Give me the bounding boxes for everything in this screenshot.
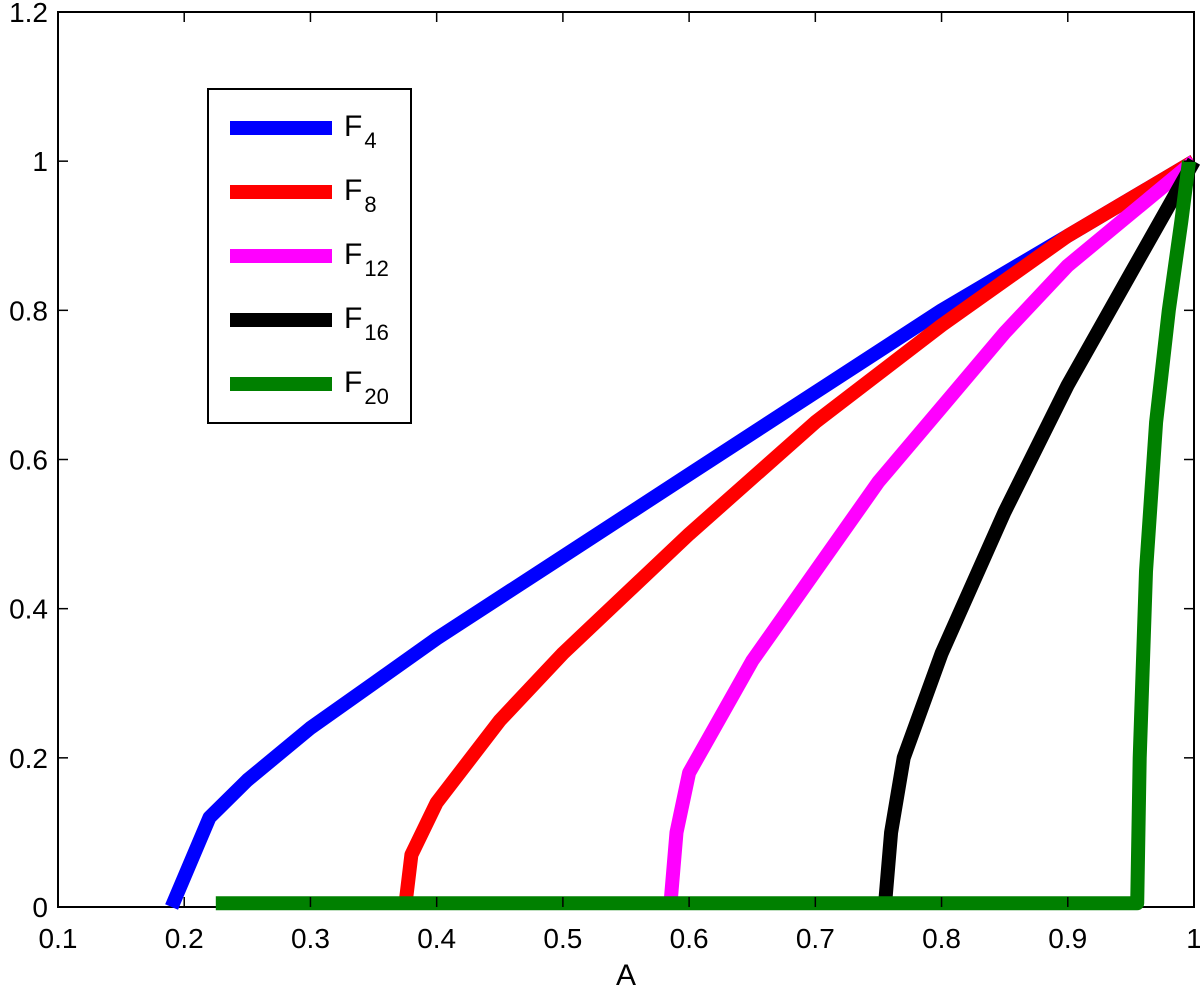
legend-label: F4 (344, 110, 377, 153)
legend-label: F8 (344, 174, 377, 217)
series-line-F20 (215, 160, 1196, 911)
series-layer (165, 155, 1200, 911)
x-tick-label: 0.9 (1048, 923, 1087, 954)
x-axis-title: A (616, 959, 636, 992)
legend-label: F16 (344, 302, 389, 345)
axis-layer: 0.1 0.2 0.3 0.4 0.5 0.6 0.7 0.8 0.9 1 0 0.2 0.4 0.6 0.… (9, 0, 1200, 954)
y-tick-label: 0 (32, 892, 48, 923)
y-tick-label: 0.8 (9, 295, 48, 326)
x-tick-label: 0.1 (39, 923, 78, 954)
y-tick-label: 0.4 (9, 594, 48, 625)
y-tick-label: 1.2 (9, 0, 48, 28)
x-tick-label: 0.8 (922, 923, 961, 954)
x-tick-label: 0.3 (291, 923, 330, 954)
y-tick-label: 0.2 (9, 743, 48, 774)
series-line-F4 (165, 155, 1198, 910)
series-line-F16 (877, 157, 1200, 908)
x-tick-label: 0.5 (543, 923, 582, 954)
x-tick-label: 0.4 (417, 923, 456, 954)
legend-label: F20 (344, 366, 389, 409)
x-tick-label: 1 (1186, 923, 1200, 954)
y-tick-label: 0.6 (9, 445, 48, 476)
legend-label: F12 (344, 238, 389, 281)
series-line-F12 (663, 155, 1199, 908)
x-tick-label: 0.6 (670, 923, 709, 954)
series-line-F8 (398, 155, 1198, 908)
y-tick-label: 1 (32, 146, 48, 177)
x-tick-label: 0.7 (796, 923, 835, 954)
x-tick-label: 0.2 (165, 923, 204, 954)
legend: F4 F8 F12 F16 F20 (207, 88, 412, 424)
